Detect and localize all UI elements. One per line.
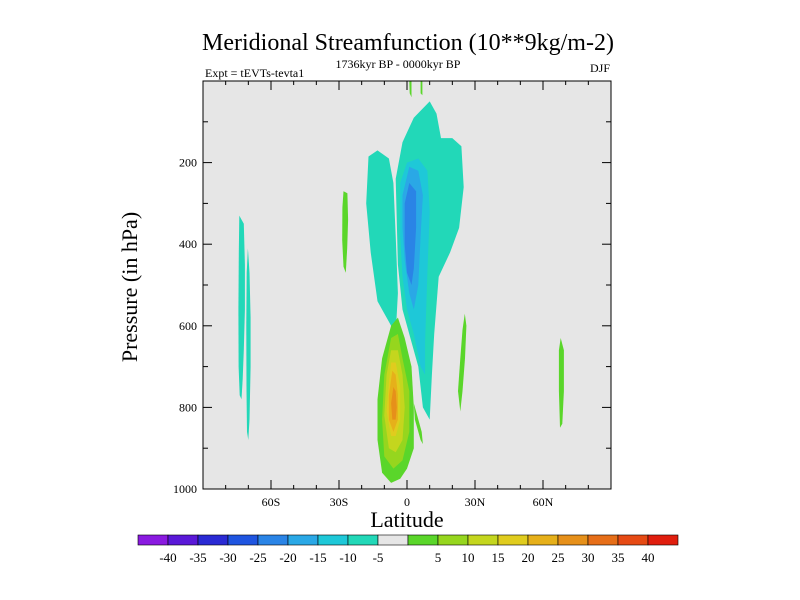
colorbar-swatch	[287, 534, 319, 546]
colorbar-label: 25	[552, 550, 565, 565]
colorbar-swatch	[257, 534, 289, 546]
x-tick-label: 60N	[533, 495, 554, 509]
contour-nh-midlat-positive-cell	[558, 338, 564, 428]
colorbar-label: -40	[159, 550, 176, 565]
chart-subtitle-center: 1736kyr BP - 0000kyr BP	[336, 57, 461, 71]
colorbar-swatch	[347, 534, 379, 546]
colorbar-label: 15	[492, 550, 505, 565]
colorbar-swatch	[647, 534, 679, 546]
colorbar-label: -15	[309, 550, 326, 565]
x-tick-label: 30S	[330, 495, 349, 509]
colorbar-swatch	[587, 534, 619, 546]
contour-sh-subtropical-positive-cell	[342, 191, 349, 273]
y-tick-label: 600	[179, 319, 197, 333]
contour-hadley-southern-negative-cell	[366, 150, 398, 334]
colorbar-swatch	[437, 534, 469, 546]
contour-cross-equatorial-positive-sliver	[413, 403, 423, 445]
chart-subtitle-right: DJF	[590, 61, 610, 75]
colorbar-label: 20	[522, 550, 535, 565]
colorbar-label: -20	[279, 550, 296, 565]
colorbar-swatch	[137, 534, 169, 546]
contour-nh-subtropical-positive-cell	[458, 313, 467, 412]
chart-title: Meridional Streamfunction (10**9kg/m-2)	[202, 30, 614, 56]
colorbar-label: 40	[642, 550, 655, 565]
axis-ticks: 60S 30S 0 30N 60N 200 400 600 800 1000	[173, 81, 611, 509]
colorbar-swatch	[227, 534, 259, 546]
colorbar-label: 5	[435, 550, 442, 565]
colorbar-label: 35	[612, 550, 625, 565]
colorbar-swatch	[317, 534, 349, 546]
x-tick-label: 0	[404, 495, 410, 509]
contour-sh-high-lat-negative-cell	[238, 215, 245, 400]
colorbar-swatch	[557, 534, 589, 546]
contour-fills	[238, 81, 564, 483]
contour-upper-stratosphere-positive-streak	[409, 81, 412, 98]
colorbar-label: -25	[249, 550, 266, 565]
y-tick-label: 800	[179, 400, 197, 414]
contour-equatorial-positive-cell-30	[391, 387, 397, 420]
y-tick-label: 200	[179, 156, 197, 170]
colorbar-swatch	[617, 534, 649, 546]
colorbar: -40 -35 -30 -25 -20 -15 -10 -5 5 10 15 20 25 30 35 40	[137, 534, 679, 565]
colorbar-label: 30	[582, 550, 595, 565]
contour-sh-high-lat-negative-cell-2	[246, 248, 251, 440]
colorbar-label: 10	[462, 550, 475, 565]
contour-hadley-negative-20	[404, 183, 417, 285]
colorbar-swatch	[527, 534, 559, 546]
colorbar-swatch	[497, 534, 529, 546]
x-axis-label: Latitude	[370, 507, 443, 532]
colorbar-swatch	[197, 534, 229, 546]
colorbar-swatch	[377, 534, 409, 546]
y-tick-label: 1000	[173, 482, 197, 496]
colorbar-swatch	[167, 534, 199, 546]
x-tick-label: 30N	[465, 495, 486, 509]
colorbar-label: -10	[339, 550, 356, 565]
colorbar-swatch	[407, 534, 439, 546]
colorbar-label: -5	[373, 550, 384, 565]
colorbar-label: -35	[189, 550, 206, 565]
colorbar-label: -30	[219, 550, 236, 565]
colorbar-swatch	[467, 534, 499, 546]
x-tick-label: 60S	[262, 495, 281, 509]
chart-subtitle-left: Expt = tEVTs-tevta1	[205, 66, 304, 80]
contour-upper-stratosphere-positive-streak-2	[420, 81, 423, 96]
y-tick-label: 400	[179, 237, 197, 251]
y-axis-label: Pressure (in hPa)	[117, 212, 142, 362]
